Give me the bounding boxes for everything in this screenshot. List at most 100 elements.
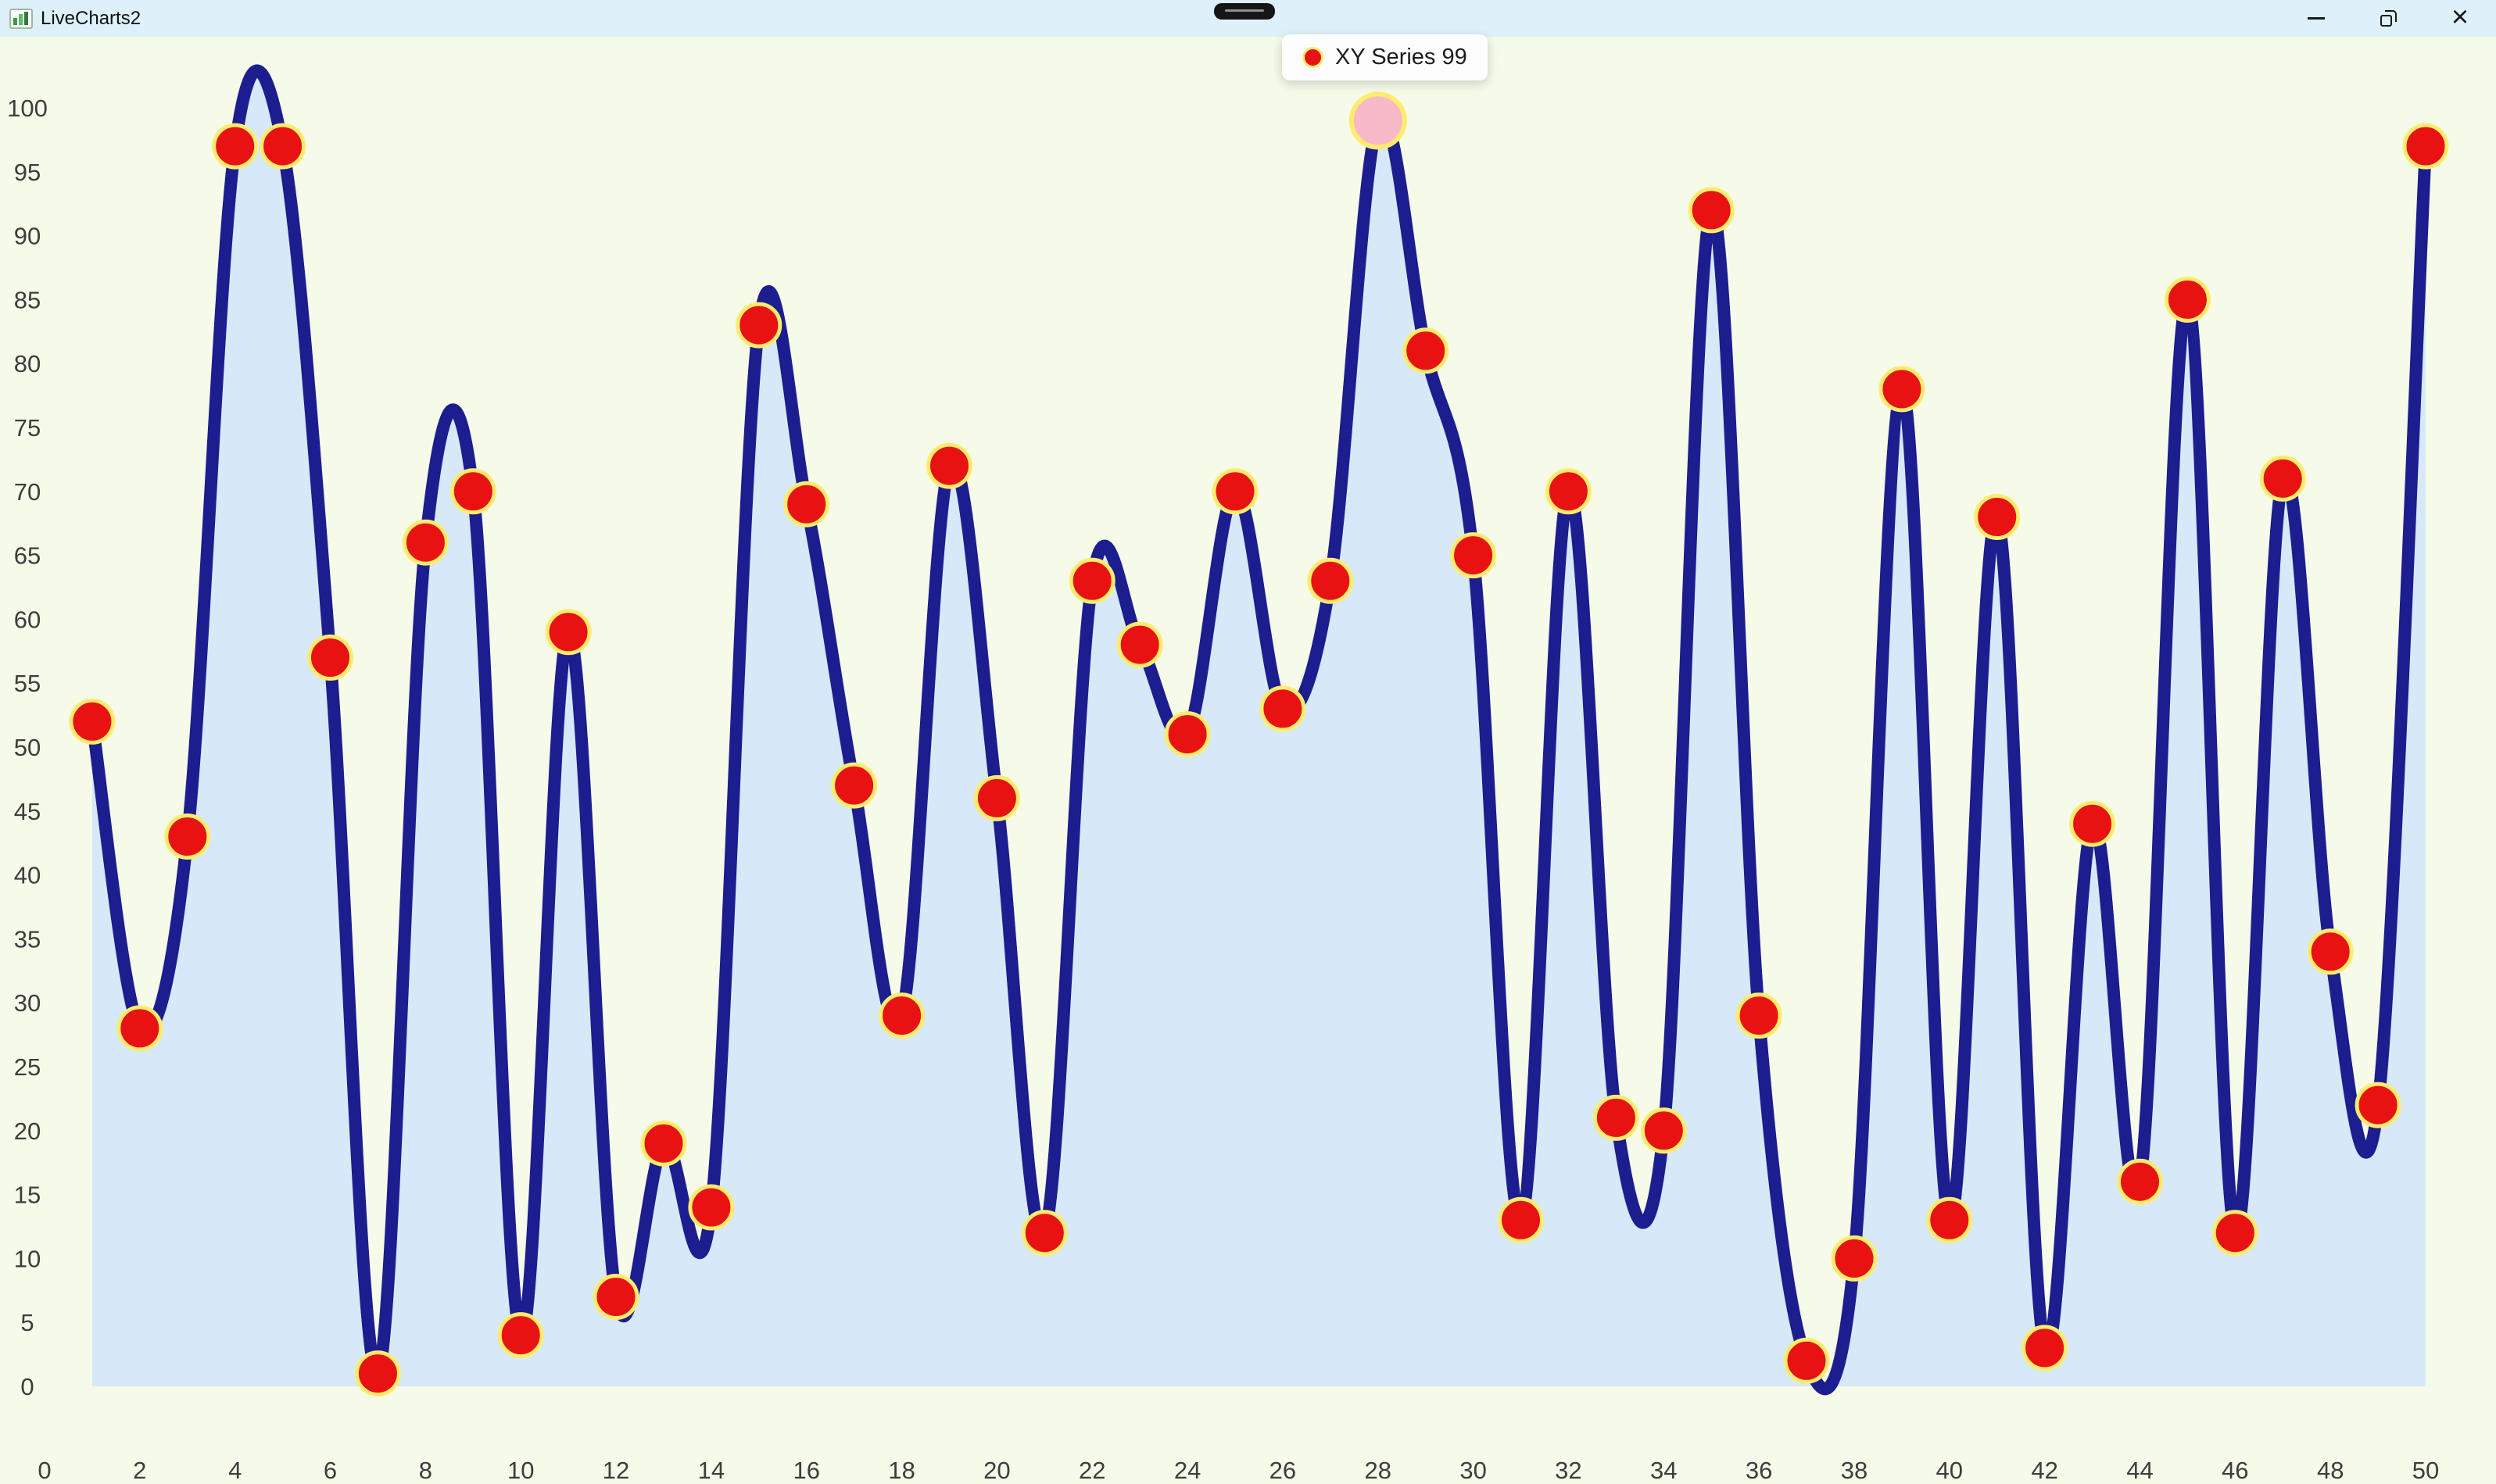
y-tick-label: 5 [20,1309,34,1336]
restore-icon [2380,10,2397,27]
data-point[interactable] [1402,327,1449,374]
y-tick-label: 60 [14,606,41,633]
data-point[interactable] [926,442,972,489]
data-point[interactable] [831,762,878,809]
y-tick-label: 15 [14,1182,41,1209]
data-point[interactable] [688,1184,735,1231]
x-tick-label: 46 [2222,1457,2248,1484]
data-point[interactable] [260,123,306,170]
data-point[interactable] [973,774,1020,821]
y-tick-label: 25 [14,1053,41,1081]
x-tick-label: 44 [2126,1457,2153,1484]
y-tick-label: 55 [14,670,41,697]
titlebar[interactable]: LiveCharts2 × [0,0,2496,37]
x-tick-label: 0 [38,1457,51,1484]
y-tick-label: 80 [14,350,41,377]
data-point[interactable] [354,1350,401,1397]
tooltip: XY Series 99 [1282,34,1488,80]
data-point[interactable] [69,698,116,745]
x-tick-label: 50 [2412,1457,2439,1484]
data-point[interactable] [1545,468,1592,515]
data-point[interactable] [1688,187,1735,234]
minimize-button[interactable] [2280,0,2352,37]
y-tick-label: 10 [14,1245,41,1272]
y-tick-label: 70 [14,478,41,506]
minimize-icon [2308,17,2325,20]
x-tick-label: 32 [1555,1457,1581,1484]
x-tick-label: 26 [1269,1457,1296,1484]
y-tick-label: 30 [14,989,41,1017]
data-point[interactable] [1783,1337,1830,1384]
data-point[interactable] [2022,1325,2068,1371]
y-tick-label: 40 [14,862,41,889]
y-tick-label: 45 [14,798,41,825]
data-point[interactable] [1021,1210,1068,1257]
data-point[interactable] [1592,1094,1639,1141]
window-controls: × [2280,0,2496,37]
y-tick-label: 50 [14,734,41,761]
data-point[interactable] [2069,800,2116,847]
y-tick-label: 95 [14,159,41,186]
data-points [69,91,2449,1397]
y-tick-label: 100 [7,95,48,122]
x-tick-label: 22 [1079,1457,1105,1484]
maximize-button[interactable] [2352,0,2424,37]
data-point[interactable] [1878,366,1925,413]
data-point[interactable] [1831,1235,1878,1282]
app-icon [9,7,33,30]
data-point[interactable] [2164,276,2211,323]
data-point[interactable] [497,1312,544,1359]
data-point[interactable] [2211,1210,2258,1257]
data-point[interactable] [1259,685,1306,732]
close-icon: × [2451,0,2469,34]
data-point[interactable] [1926,1196,1973,1243]
x-tick-label: 16 [793,1457,819,1484]
data-point[interactable] [1212,468,1259,515]
x-axis-labels: 0 2 4 6 8 10 12 14 16 18 20 22 24 26 28 30 32 34 36 38 40 42 4… [38,1457,2439,1484]
x-tick-label: 38 [1841,1457,1868,1484]
x-tick-label: 36 [1746,1457,1772,1484]
data-point[interactable] [593,1274,639,1320]
x-tick-label: 12 [603,1457,629,1484]
data-point[interactable] [1640,1107,1687,1154]
data-point[interactable] [1450,532,1497,579]
series-area [91,70,2426,1389]
data-point[interactable] [1498,1196,1544,1243]
data-point[interactable] [879,992,926,1039]
x-tick-label: 28 [1365,1457,1391,1484]
data-point[interactable] [449,468,496,515]
y-tick-label: 75 [14,414,41,442]
data-point[interactable] [2402,123,2449,170]
data-point[interactable] [1974,494,2021,540]
data-point[interactable] [2307,928,2354,975]
data-point[interactable] [1116,621,1163,668]
data-point[interactable] [1164,711,1211,758]
x-tick-label: 4 [228,1457,242,1484]
data-point[interactable] [212,123,259,170]
y-axis-labels: 0 5 10 15 20 25 30 35 40 45 50 55 60 65 70 75 80 85 90 95 10… [7,95,48,1400]
data-point[interactable] [2355,1082,2401,1128]
data-point-highlighted[interactable] [1348,91,1407,150]
series-marker-icon [1302,47,1323,68]
data-point[interactable] [402,519,449,566]
data-point[interactable] [2117,1158,2163,1205]
tooltip-label: XY Series 99 [1335,45,1467,70]
data-point[interactable] [783,481,830,527]
data-point[interactable] [545,609,592,656]
close-button[interactable]: × [2424,0,2496,37]
data-point[interactable] [307,635,353,681]
drag-handle[interactable] [1214,3,1275,20]
window-title: LiveCharts2 [41,7,141,29]
data-point[interactable] [2259,455,2306,502]
x-tick-label: 8 [419,1457,432,1484]
data-point[interactable] [116,1005,163,1052]
data-point[interactable] [1307,557,1354,604]
data-point[interactable] [640,1120,687,1167]
x-tick-label: 42 [2031,1457,2057,1484]
data-point[interactable] [164,814,211,860]
data-point[interactable] [736,302,782,349]
y-tick-label: 65 [14,542,41,570]
data-point[interactable] [1735,992,1782,1039]
data-point[interactable] [1069,557,1116,604]
